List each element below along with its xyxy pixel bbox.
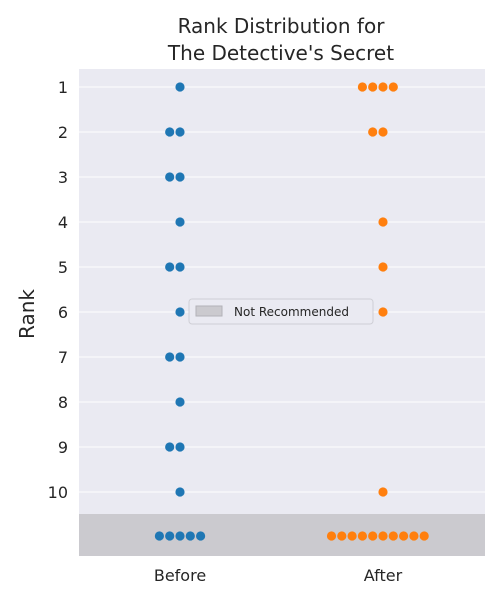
legend-box [188,298,374,325]
point-before-rank-1-1 [175,82,185,92]
y-tick-label-7: 7 [58,348,68,367]
legend: Not Recommended [188,298,374,325]
chart-title-line-2: The Detective's Secret [167,41,394,65]
point-after-rank-not_recommended-6 [378,531,388,541]
point-before-rank-5-1 [165,262,175,272]
point-after-rank-not_recommended-9 [409,531,419,541]
point-after-rank-not_recommended-4 [357,531,367,541]
y-tick-label-2: 2 [58,123,68,142]
x-tick-labels: Before After [154,566,403,585]
point-before-rank-8-1 [175,397,185,407]
point-after-rank-1-1 [357,82,367,92]
point-before-rank-9-2 [175,442,185,452]
point-before-rank-not_recommended-3 [175,531,185,541]
point-after-rank-6-1 [378,307,388,317]
chart-title-line-1: Rank Distribution for [178,14,386,38]
point-before-rank-2-1 [165,127,175,137]
point-before-rank-7-1 [165,352,175,362]
point-before-rank-not_recommended-1 [154,531,164,541]
y-tick-label-1: 1 [58,78,68,97]
point-after-rank-not_recommended-8 [399,531,409,541]
y-tick-label-6: 6 [58,303,68,322]
point-before-rank-not_recommended-4 [185,531,195,541]
point-after-rank-10-1 [378,487,388,497]
legend-label-not-recommended: Not Recommended [234,305,349,319]
y-tick-label-9: 9 [58,438,68,457]
point-before-rank-2-2 [175,127,185,137]
point-after-rank-5-1 [378,262,388,272]
point-before-rank-7-2 [175,352,185,362]
point-before-rank-10-1 [175,487,185,497]
point-before-rank-5-2 [175,262,185,272]
point-after-rank-1-3 [378,82,388,92]
point-after-rank-not_recommended-10 [419,531,429,541]
point-before-rank-4-1 [175,217,185,227]
x-tick-label-before: Before [154,566,206,585]
point-after-rank-1-2 [368,82,378,92]
x-tick-label-after: After [364,566,403,585]
y-tick-label-8: 8 [58,393,68,412]
y-tick-label-4: 4 [58,213,68,232]
y-tick-label-3: 3 [58,168,68,187]
y-tick-label-5: 5 [58,258,68,277]
point-after-rank-2-2 [378,127,388,137]
data-points [154,82,429,541]
point-before-rank-not_recommended-2 [165,531,175,541]
point-after-rank-not_recommended-3 [347,531,357,541]
point-after-rank-4-1 [378,217,388,227]
point-after-rank-not_recommended-2 [337,531,347,541]
point-before-rank-not_recommended-5 [196,531,206,541]
point-before-rank-3-1 [165,172,175,182]
y-axis-label: Rank [15,289,39,339]
y-tick-label-10: 10 [48,483,68,502]
point-before-rank-3-2 [175,172,185,182]
point-after-rank-not_recommended-5 [368,531,378,541]
legend-swatch-not-recommended [195,305,223,317]
point-after-rank-2-1 [368,127,378,137]
point-before-rank-6-1 [175,307,185,317]
point-after-rank-1-4 [388,82,398,92]
point-after-rank-not_recommended-1 [326,531,337,541]
y-tick-labels: 1 2 3 4 5 6 7 8 9 10 [48,78,68,502]
point-before-rank-9-1 [165,442,175,452]
point-after-rank-not_recommended-7 [388,531,398,541]
